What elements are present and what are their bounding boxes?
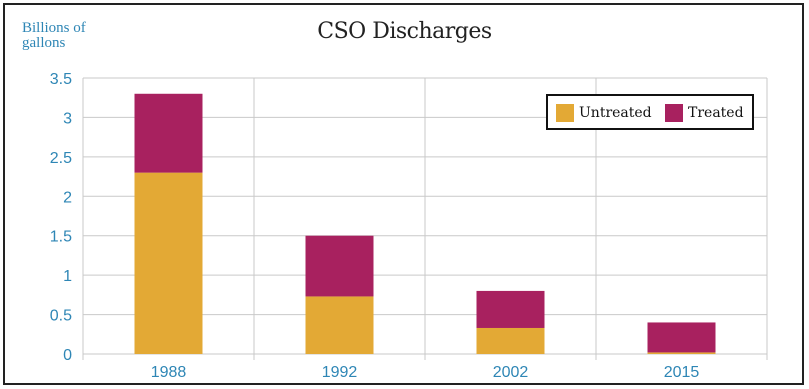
x-tick-label: 1988 — [151, 364, 187, 381]
legend-swatch-untreated — [556, 104, 574, 122]
legend: Untreated Treated — [546, 94, 754, 130]
y-tick-label: 2 — [63, 189, 72, 206]
y-tick-label: 2.5 — [50, 150, 72, 167]
y-tick-label: 3.5 — [50, 71, 72, 88]
x-tick-label: 2002 — [493, 364, 529, 381]
bar-treated-1992 — [305, 235, 374, 297]
y-axis-label: Billions of gallons — [22, 21, 86, 51]
bar-untreated-1992 — [305, 296, 374, 354]
chart-title: CSO Discharges — [317, 19, 492, 44]
bar-untreated-2002 — [476, 327, 545, 354]
y-axis-label-line-1: Billions of — [22, 20, 86, 36]
bar-treated-2015 — [647, 322, 716, 353]
y-tick-label: 3 — [63, 110, 72, 127]
y-tick-label: 0 — [63, 347, 72, 364]
legend-label-treated: Treated — [688, 105, 744, 121]
legend-label-untreated: Untreated — [579, 105, 652, 121]
bar-untreated-2015 — [647, 352, 716, 354]
y-tick-label: 0.5 — [50, 308, 72, 325]
y-tick-label: 1.5 — [50, 229, 72, 246]
x-tick-label: 2015 — [664, 364, 700, 381]
y-tick-label: 1 — [63, 268, 72, 285]
x-tick-label: 1992 — [322, 364, 358, 381]
legend-swatch-treated — [665, 104, 683, 122]
bar-treated-1988 — [134, 93, 203, 173]
y-axis-label-line-2: gallons — [22, 35, 66, 51]
bar-untreated-1988 — [134, 172, 203, 354]
bar-treated-2002 — [476, 290, 545, 328]
